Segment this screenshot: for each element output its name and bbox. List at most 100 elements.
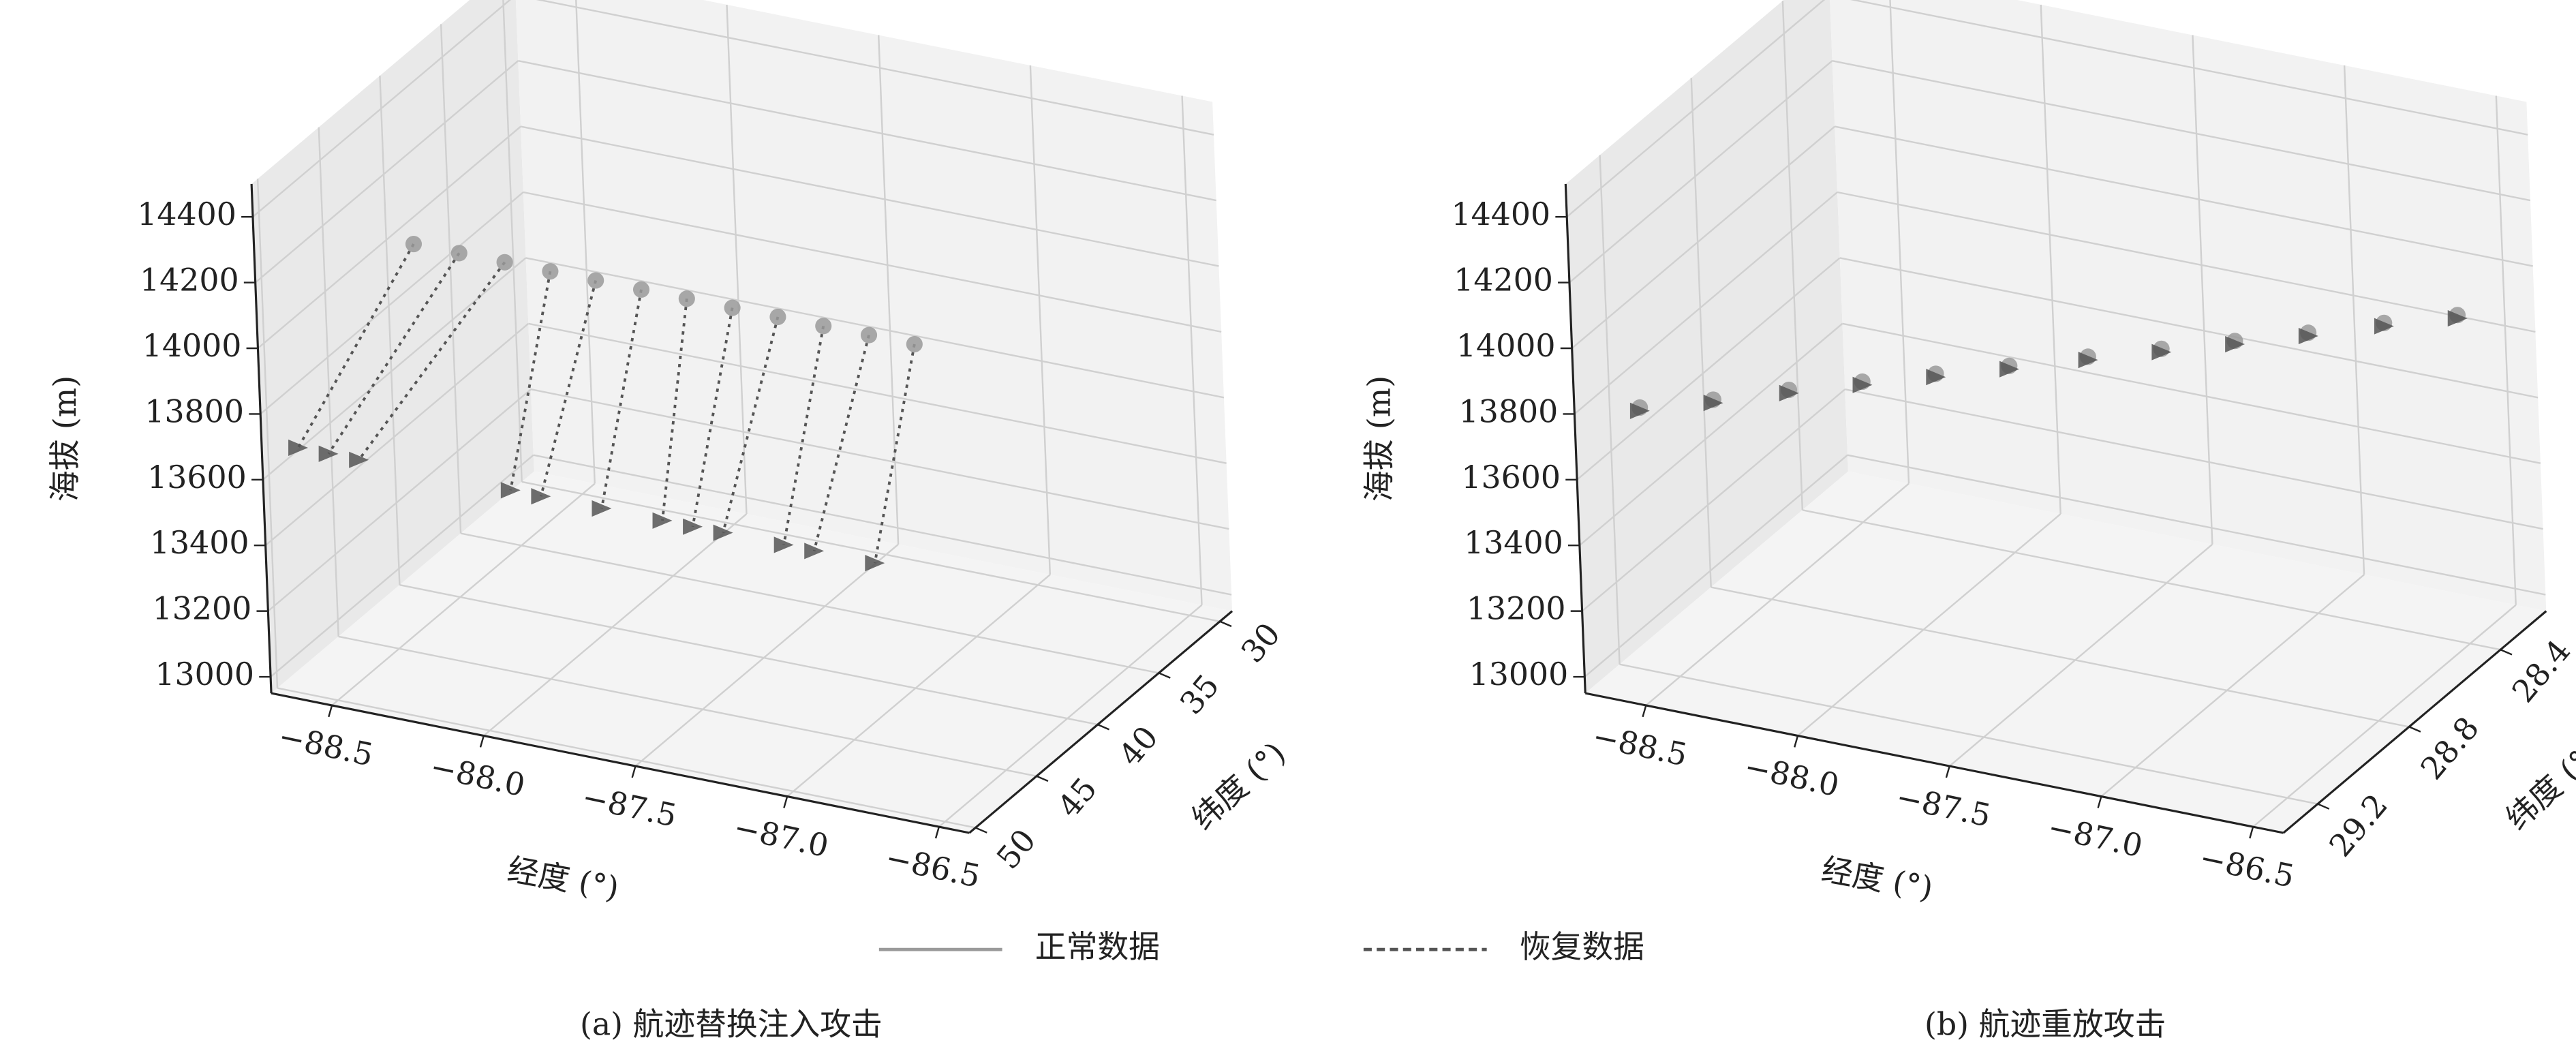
point <box>713 524 733 541</box>
x-tick-label: −86.5 <box>883 839 983 895</box>
grid-line <box>1181 95 1203 605</box>
x-tick-label: −88.5 <box>1589 718 1690 774</box>
y-axis-label: 纬度 (°) <box>2498 735 2576 837</box>
point <box>2447 310 2468 327</box>
recovery-link <box>296 243 415 448</box>
y-axis <box>968 610 1233 834</box>
grid-line <box>331 483 596 706</box>
point <box>1629 402 1650 419</box>
grid-line <box>938 604 1203 828</box>
grid-line <box>523 191 1222 333</box>
point <box>542 263 559 280</box>
y-tick <box>1097 724 1110 731</box>
grid-line <box>254 60 519 284</box>
z-tick-label: 14200 <box>1454 262 1553 299</box>
point <box>769 308 786 325</box>
grid-line <box>726 4 748 515</box>
grid-line <box>1029 65 1052 575</box>
z-axis <box>250 183 273 694</box>
point <box>318 445 339 462</box>
point <box>2374 318 2394 335</box>
y-tick <box>1036 775 1049 782</box>
grid-line <box>520 125 1219 267</box>
pane <box>515 0 1233 611</box>
x-axis-label: 经度 (°) <box>505 851 622 906</box>
point <box>288 439 308 456</box>
grid-line <box>1579 322 1843 547</box>
grid-line <box>2192 35 2213 545</box>
x-tick-label: −87.5 <box>579 778 679 834</box>
grid-line <box>1584 454 1848 677</box>
point <box>587 272 604 289</box>
z-tick-label: 13200 <box>1467 590 1566 627</box>
point <box>450 245 467 262</box>
recovery-link <box>327 252 461 455</box>
grid-line <box>1566 0 1826 218</box>
y-tick-label: 50 <box>990 822 1043 876</box>
y-tick <box>975 827 987 834</box>
y-tick-label: 28.8 <box>2413 709 2486 787</box>
grid-line <box>260 192 524 415</box>
point <box>1926 369 1946 386</box>
legend-label: 正常数据 <box>1035 928 1160 965</box>
grid-line <box>2252 604 2517 828</box>
y-tick <box>2500 649 2513 656</box>
x-axis <box>271 692 970 834</box>
grid-line <box>277 687 976 829</box>
z-tick-label: 14400 <box>1451 196 1550 232</box>
grid-line <box>399 584 1098 726</box>
x-tick-label: −88.5 <box>275 718 376 774</box>
z-tick-label: 14000 <box>1456 327 1556 364</box>
grid-line <box>1619 663 2318 805</box>
grid-line <box>528 322 1227 464</box>
y-tick <box>2408 726 2421 733</box>
y-tick-label: 35 <box>1173 667 1227 721</box>
x-tick-label: −86.5 <box>2196 839 2297 895</box>
point <box>2225 336 2245 353</box>
grid-line <box>1948 543 2213 767</box>
y-tick-label: 40 <box>1111 719 1165 773</box>
point <box>678 290 695 307</box>
grid-line <box>2495 95 2517 605</box>
x-axis-label: 经度 (°) <box>1819 851 1936 906</box>
point <box>592 500 612 517</box>
caption: (b) 航迹重放攻击 <box>1925 1005 2166 1042</box>
point <box>531 488 551 505</box>
grid-line <box>267 388 532 612</box>
point <box>1852 376 1873 393</box>
grid-line <box>2100 574 2365 797</box>
grid-line <box>530 388 1229 530</box>
y-tick-label: 30 <box>1233 615 1287 669</box>
point <box>2078 352 2098 369</box>
point <box>652 512 673 529</box>
z-tick-label: 13600 <box>1461 459 1561 495</box>
grid-line <box>536 0 1214 136</box>
point <box>500 482 521 499</box>
y-tick-label: 28.4 <box>2504 632 2576 709</box>
point <box>405 236 423 253</box>
y-axis-label: 纬度 (°) <box>1184 735 1293 837</box>
x-tick-label: −88.0 <box>427 748 528 804</box>
x-tick-label: −88.0 <box>1741 748 1842 804</box>
z-tick-label: 13400 <box>150 524 249 561</box>
x-tick <box>783 796 788 808</box>
pane <box>1830 0 2547 611</box>
point <box>724 299 741 316</box>
z-tick-label: 13800 <box>1459 393 1559 429</box>
legend-label: 恢复数据 <box>1520 928 1644 965</box>
point <box>1999 361 2019 378</box>
grid-line <box>1574 192 1838 415</box>
point <box>349 451 369 468</box>
x-tick <box>328 705 333 718</box>
z-tick-label: 13200 <box>153 590 252 627</box>
x-tick <box>2097 796 2102 808</box>
grid-line <box>264 322 530 547</box>
grid-line <box>1847 454 2546 596</box>
grid-line <box>379 75 401 585</box>
z-axis <box>1564 183 1586 694</box>
point <box>804 543 825 560</box>
point <box>2298 327 2318 345</box>
z-tick-label: 13000 <box>155 656 254 692</box>
point <box>815 318 832 335</box>
caption: (a) 航迹替换注入攻击 <box>580 1005 883 1042</box>
